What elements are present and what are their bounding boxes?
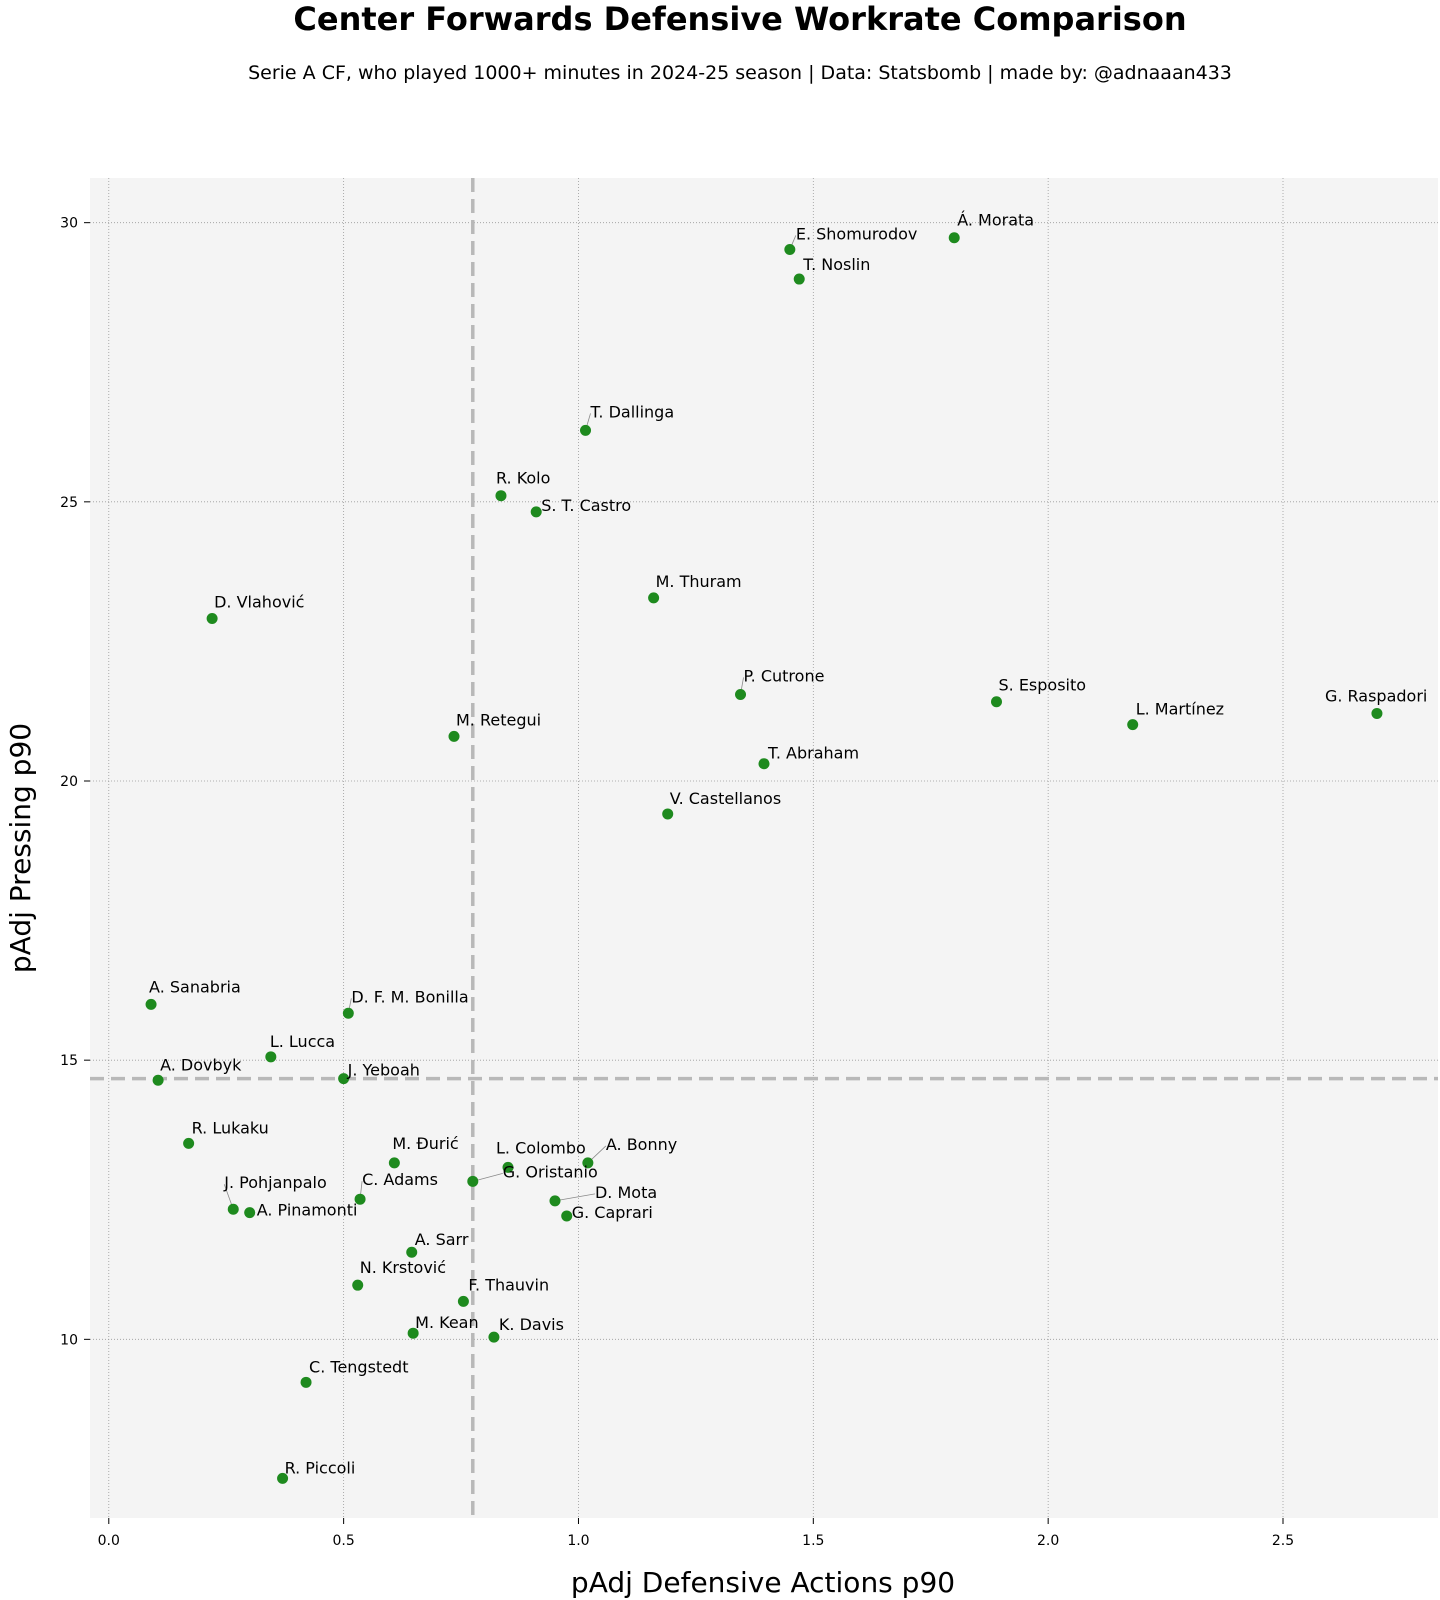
data-point [152,1074,164,1086]
x-tick-label: 0.0 [98,1533,120,1549]
point-label: S. Esposito [998,676,1086,695]
data-point [502,1161,514,1173]
data-points [145,232,1383,1484]
point-label: M. Retegui [456,710,541,729]
point-label: V. Castellanos [670,789,781,808]
data-point [342,1007,354,1019]
point-label: Á. Morata [957,211,1034,230]
x-tick-label: 1.5 [802,1533,824,1549]
data-point [300,1376,312,1388]
point-label: D. F. M. Bonilla [351,987,468,1006]
point-label: A. Dovbyk [160,1055,242,1074]
point-label: A. Sarr [415,1230,469,1249]
y-tick-label: 10 [60,1332,78,1348]
data-point [244,1207,256,1219]
point-labels: Á. Morata E. Shomurodov T. Noslin T. Dallin… [149,211,1427,1478]
point-label: A. Sanabria [149,977,241,996]
data-point [265,1051,277,1063]
point-label: J. Yeboah [347,1061,420,1080]
data-point [354,1193,366,1205]
reference-lines [90,178,1438,1518]
point-label: L. Lucca [270,1032,335,1051]
point-label: R. Lukaku [192,1118,269,1137]
point-label: M. Thuram [656,572,742,591]
data-point [448,730,460,742]
data-point [793,273,805,285]
point-label: D. Mota [595,1183,657,1202]
point-label: E. Shomurodov [796,224,918,243]
y-tick-label: 20 [60,774,78,790]
chart-subtitle: Serie A CF, who played 1000+ minutes in … [248,62,1232,84]
data-point [1127,719,1139,731]
point-label: K. Davis [499,1315,564,1334]
point-label: D. Vlahović [214,593,304,612]
data-point [277,1472,289,1484]
point-label: C. Adams [362,1170,438,1189]
data-point [495,490,507,502]
axis-ticks: 0.0 0.5 1.0 1.5 2.0 2.5 10 15 20 25 30 [60,216,1294,1549]
data-point [758,758,770,770]
y-axis-label: pAdj Pressing p90 [4,723,37,973]
point-label: A. Bonny [606,1135,677,1154]
point-label: C. Tengstedt [309,1357,408,1376]
data-point [990,696,1002,708]
x-axis-label: pAdj Defensive Actions p90 [571,1566,955,1599]
y-tick-label: 25 [60,495,78,511]
data-point [530,506,542,518]
data-point [338,1073,350,1085]
chart-title: Center Forwards Defensive Workrate Compa… [293,0,1186,38]
data-point [948,232,960,244]
data-point [488,1331,500,1343]
data-point [662,808,674,820]
point-label: J. Pohjanpalo [223,1173,326,1192]
point-label: M. Đurić [392,1134,458,1153]
point-label: G. Oristanio [503,1162,598,1181]
point-label: T. Noslin [802,255,870,274]
point-label: G. Caprari [572,1203,653,1222]
point-label: F. Thauvin [468,1275,549,1294]
data-point [467,1175,479,1187]
point-label: T. Dallinga [590,402,675,421]
label-leader-line [554,1193,596,1202]
data-point [1371,707,1383,719]
point-label: M. Kean [415,1313,478,1332]
point-label: A. Pinamonti [257,1201,358,1220]
data-point [784,243,796,255]
data-point [580,424,592,436]
data-point [561,1210,573,1222]
y-tick-label: 30 [60,216,78,232]
data-point [145,998,157,1010]
point-label: N. Krstović [360,1258,446,1277]
data-point [406,1246,418,1258]
point-label: S. T. Castro [541,496,631,515]
point-label: G. Raspadori [1325,686,1427,705]
point-label: R. Kolo [496,469,550,488]
x-tick-label: 2.5 [1272,1533,1294,1549]
data-point [549,1195,561,1207]
data-point [582,1157,594,1169]
y-tick-label: 15 [60,1053,78,1069]
data-point [457,1295,469,1307]
x-tick-label: 0.5 [332,1533,354,1549]
grid-lines [90,178,1438,1518]
point-label: L. Martínez [1136,700,1224,719]
x-tick-label: 2.0 [1037,1533,1059,1549]
plot-area [90,178,1438,1518]
data-point [206,613,218,625]
data-point [183,1137,195,1149]
point-label: P. Cutrone [744,666,825,685]
data-point [388,1157,400,1169]
data-point [352,1279,364,1291]
data-point [227,1203,239,1215]
x-tick-label: 1.0 [567,1533,589,1549]
point-label: L. Colombo [496,1138,586,1157]
point-label: R. Piccoli [285,1458,356,1477]
point-label: T. Abraham [767,744,859,763]
data-point [735,688,747,700]
data-point [407,1327,419,1339]
data-point [648,592,660,604]
